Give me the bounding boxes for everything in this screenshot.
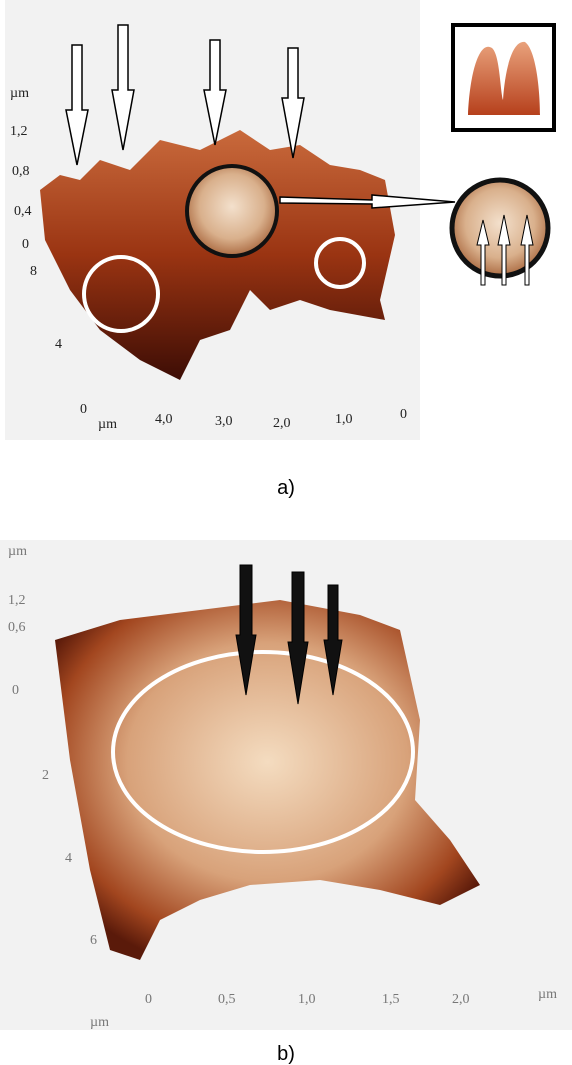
x-tick-label: 0	[400, 407, 407, 422]
x-tick-label: 0,5	[218, 992, 236, 1007]
z-unit: µm	[10, 86, 29, 101]
x-tick-label: 0	[145, 992, 152, 1007]
z-unit: µm	[8, 544, 27, 559]
caption: b)	[277, 1043, 295, 1065]
z-tick-label: 0,4	[14, 204, 32, 219]
panel-b: µm 1,2 0,6 0 2 4 6 0 0,5 1,0 1,5 2,0 µm …	[0, 540, 572, 1065]
x-tick-label: 1,0	[298, 992, 316, 1007]
highlight-circle	[187, 166, 277, 256]
z-tick-label: 0,6	[8, 620, 26, 635]
y-unit: µm	[90, 1015, 109, 1030]
y-tick-label: 0	[80, 402, 87, 417]
x-tick-label: 2,0	[273, 416, 291, 431]
y-tick-label: 2	[42, 768, 49, 783]
x-tick-label: 2,0	[452, 992, 470, 1007]
y-tick-label: 6	[90, 933, 97, 948]
panel-a: µm 1,2 0,8 0,4 0 8 4 0 µm 4,0 3,0 2,0 1,…	[5, 0, 554, 499]
z-tick-label: 0,8	[12, 164, 30, 179]
x-tick-label: 1,0	[335, 412, 353, 427]
zoom-circle	[452, 180, 548, 276]
z-tick-label: 1,2	[10, 124, 28, 139]
z-tick-label: 1,2	[8, 593, 26, 608]
z-tick-label: 0	[12, 683, 19, 698]
x-tick-label: 3,0	[215, 414, 233, 429]
y-tick-label: 4	[65, 851, 72, 866]
caption: a)	[277, 477, 295, 499]
z-tick-label: 0	[22, 237, 29, 252]
x-unit: µm	[98, 417, 117, 432]
y-tick-label: 4	[55, 337, 62, 352]
x-tick-label: 1,5	[382, 992, 400, 1007]
figure: µm 1,2 0,8 0,4 0 8 4 0 µm 4,0 3,0 2,0 1,…	[0, 0, 572, 1065]
x-unit: µm	[538, 987, 557, 1002]
y-tick-label: 8	[30, 264, 37, 279]
x-tick-label: 4,0	[155, 412, 173, 427]
